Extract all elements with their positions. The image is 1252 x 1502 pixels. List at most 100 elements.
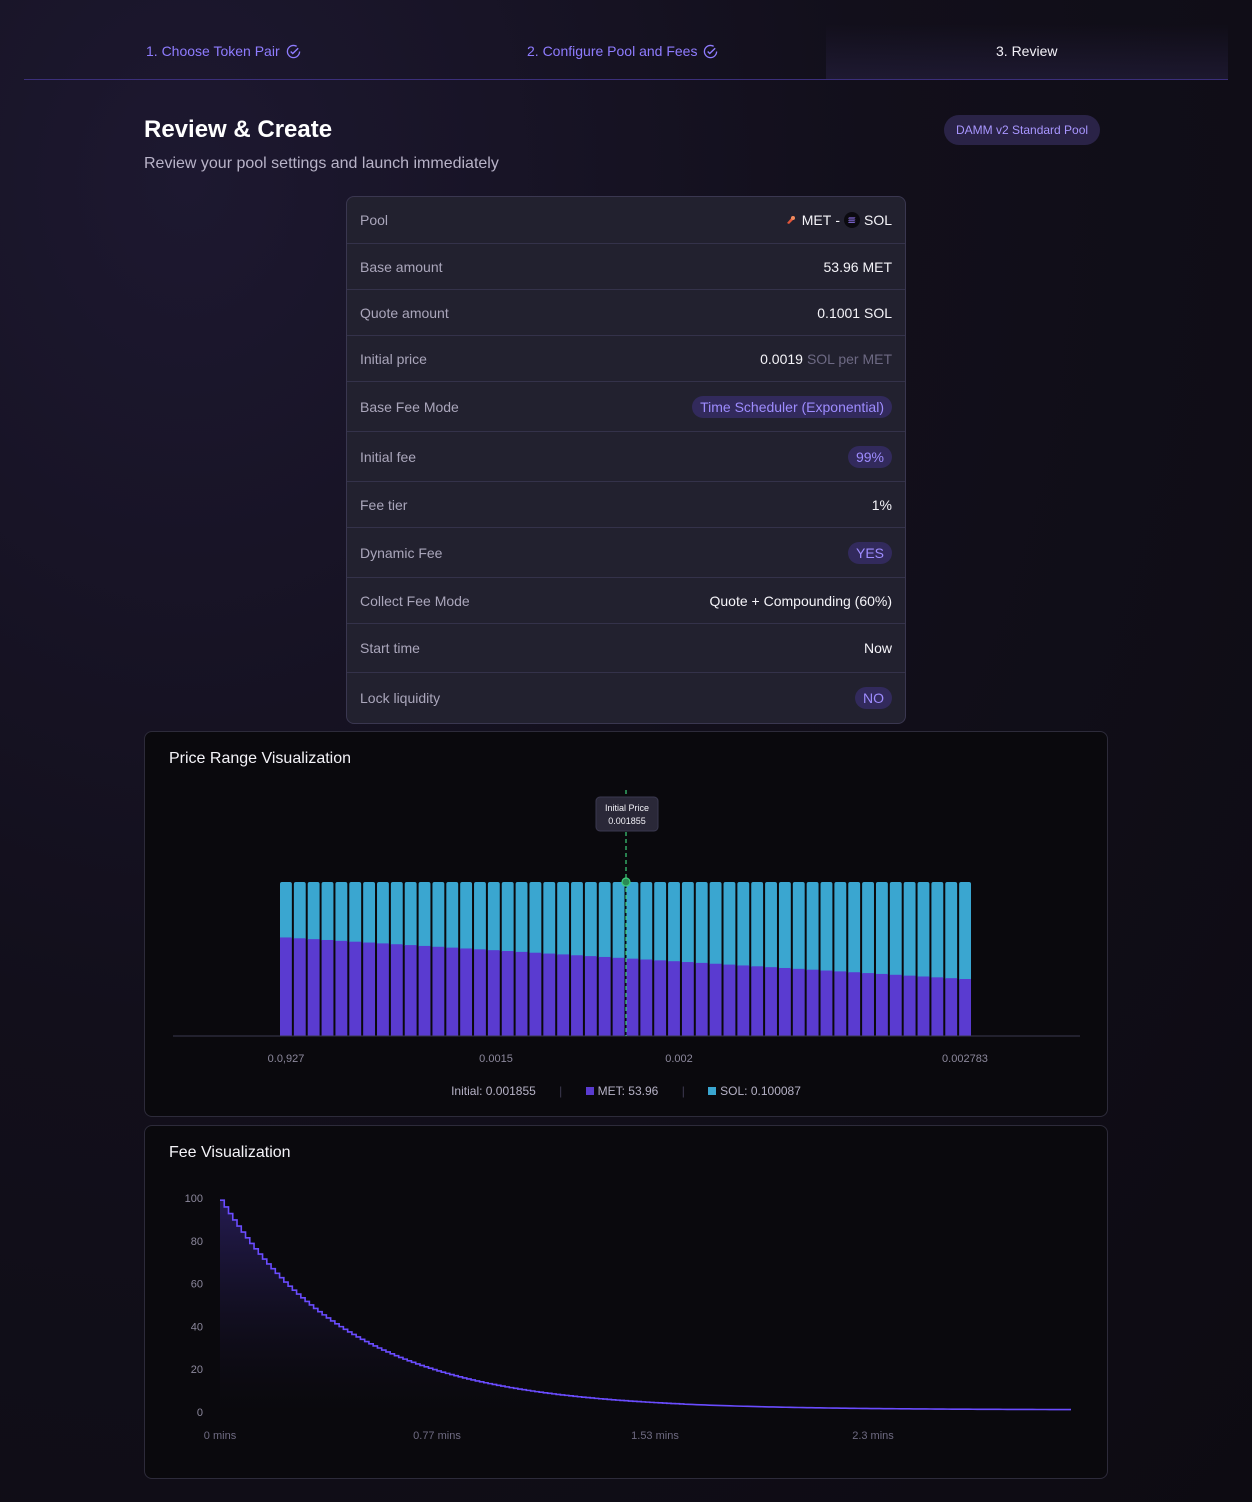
met-bar bbox=[390, 944, 403, 1036]
met-bar bbox=[335, 940, 348, 1036]
step-review[interactable]: 3. Review bbox=[996, 43, 1057, 59]
x-tick-label: 1.53 mins bbox=[631, 1430, 679, 1442]
legend-met: MET: 53.96 bbox=[585, 1084, 658, 1098]
summary-row-start-time: Start time Now bbox=[347, 624, 905, 673]
sol-bar bbox=[487, 882, 500, 953]
sol-bar bbox=[571, 882, 583, 958]
page-title: Review & Create bbox=[144, 116, 333, 143]
sol-bar bbox=[875, 882, 888, 976]
step-label: 3. Review bbox=[996, 43, 1058, 59]
fee-title: Fee Visualization bbox=[169, 1144, 291, 1161]
review-summary-card: Pool MET - SOL Base amount 53.96 MET Quo… bbox=[346, 196, 906, 724]
price-range-title: Price Range Visualization bbox=[169, 750, 352, 767]
met-bar bbox=[293, 938, 306, 1036]
legend-separator: | bbox=[559, 1084, 563, 1098]
met-bar bbox=[571, 955, 583, 1036]
legend-initial: Initial: 0.001855 bbox=[451, 1084, 536, 1098]
legend-sol: SOL: 0.100087 bbox=[708, 1084, 801, 1098]
x-tick-label: 0.77 mins bbox=[413, 1430, 461, 1442]
summary-row-quote-amount: Quote amount 0.1001 SOL bbox=[347, 290, 905, 336]
row-label: Dynamic Fee bbox=[360, 544, 443, 561]
step-progress: 1. Choose Token Pair 2. Configure Pool a… bbox=[24, 24, 1228, 80]
sol-bar bbox=[321, 882, 334, 942]
y-tick-label: 100 bbox=[185, 1193, 203, 1205]
row-label: Pool bbox=[360, 212, 389, 228]
sol-bar bbox=[917, 882, 930, 979]
row-label: Start time bbox=[360, 640, 420, 656]
row-label: Base amount bbox=[360, 258, 443, 275]
row-label: Lock liquidity bbox=[360, 690, 441, 706]
initial-price-unit: SOL per MET bbox=[806, 350, 892, 367]
fee-panel: Fee Visualization 100 80 60 40 20 0 0 mins 0.7… bbox=[144, 1125, 1108, 1479]
met-bar bbox=[737, 965, 750, 1036]
summary-row-collect-fee-mode: Collect Fee Mode Quote + Compounding (60… bbox=[347, 578, 905, 624]
summary-row-initial-price: Initial price 0.0019 SOL per MET bbox=[347, 336, 905, 382]
sol-bar bbox=[501, 882, 514, 954]
base-amount-value: 53.96 MET bbox=[823, 258, 892, 275]
initial-price-tooltip bbox=[595, 796, 659, 832]
legend-sol-label: SOL: 0.100087 bbox=[720, 1084, 801, 1098]
met-bar bbox=[806, 969, 819, 1036]
sol-bar bbox=[293, 882, 306, 941]
y-tick-label: 0 bbox=[197, 1407, 203, 1419]
lock-liquidity-badge: NO bbox=[855, 687, 892, 709]
fee-line bbox=[220, 1199, 1072, 1411]
met-bar bbox=[515, 951, 528, 1036]
quote-amount-value: 0.1001 SOL bbox=[817, 304, 892, 321]
step-label: 1. Choose Token Pair bbox=[146, 43, 280, 59]
sol-bar bbox=[806, 882, 819, 972]
met-bar bbox=[529, 952, 542, 1036]
met-bar bbox=[307, 939, 320, 1036]
met-bar bbox=[778, 967, 791, 1036]
met-bar bbox=[418, 945, 431, 1036]
met-bar bbox=[404, 945, 417, 1036]
tooltip-label: Initial Price bbox=[605, 803, 649, 813]
sol-bar bbox=[751, 882, 764, 969]
sol-bar bbox=[820, 882, 833, 973]
sol-bar bbox=[460, 882, 473, 951]
met-bar bbox=[557, 954, 570, 1036]
sol-bar bbox=[432, 882, 445, 949]
sol-bar bbox=[765, 882, 777, 970]
sol-bar bbox=[709, 882, 722, 966]
quote-token-symbol: SOL bbox=[863, 212, 892, 228]
sol-bar bbox=[280, 882, 292, 940]
met-bar bbox=[917, 976, 930, 1036]
y-tick-label: 20 bbox=[191, 1364, 203, 1376]
active-step-highlight bbox=[826, 24, 1228, 79]
sol-bar bbox=[792, 882, 805, 971]
sol-bar bbox=[945, 882, 958, 981]
met-bar bbox=[765, 967, 777, 1036]
met-bar bbox=[363, 942, 376, 1036]
initial-fee-badge: 99% bbox=[847, 445, 892, 468]
met-bar bbox=[501, 951, 514, 1036]
summary-row-fee-tier: Fee tier 1% bbox=[347, 482, 905, 528]
row-label: Base Fee Mode bbox=[360, 398, 459, 415]
sol-bar bbox=[363, 882, 376, 945]
sol-bar bbox=[737, 882, 750, 968]
sol-bar bbox=[557, 882, 570, 957]
fee-area bbox=[220, 1200, 1071, 1412]
summary-row-lock-liquidity: Lock liquidity NO bbox=[347, 673, 905, 723]
sol-bar bbox=[931, 882, 944, 980]
x-tick-label: 0.0015 bbox=[479, 1053, 513, 1065]
met-swatch bbox=[585, 1087, 594, 1095]
sol-bar bbox=[959, 882, 971, 982]
met-bar bbox=[321, 939, 334, 1036]
sol-bar bbox=[446, 882, 459, 950]
met-bar bbox=[640, 959, 653, 1036]
met-bar bbox=[889, 974, 902, 1036]
row-label: Quote amount bbox=[360, 304, 449, 321]
step-configure-pool[interactable]: 2. Configure Pool and Fees bbox=[527, 43, 718, 59]
sol-bar bbox=[778, 882, 791, 970]
step-choose-token-pair[interactable]: 1. Choose Token Pair bbox=[146, 43, 301, 59]
met-bar bbox=[432, 946, 445, 1036]
met-bar bbox=[654, 960, 667, 1036]
initial-price-number: 0.0019 bbox=[760, 350, 803, 367]
price-range-panel: Price Range Visualization Initial Price … bbox=[144, 731, 1108, 1117]
start-time-value: Now bbox=[863, 640, 892, 656]
met-bar bbox=[280, 937, 292, 1036]
sol-bar bbox=[377, 882, 389, 946]
sol-bar bbox=[404, 882, 417, 948]
sol-bar bbox=[903, 882, 916, 978]
